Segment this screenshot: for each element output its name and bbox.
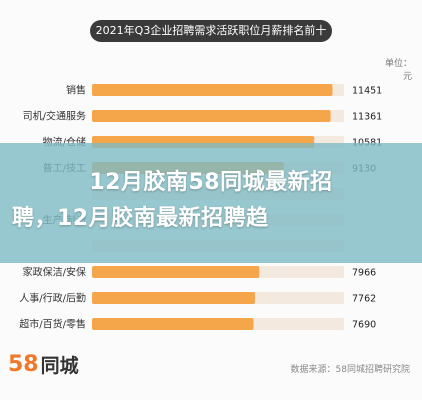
logo-number: 58 (8, 351, 39, 377)
category-label: 销售 (66, 84, 86, 97)
value-label: 7762 (352, 294, 376, 305)
bar (92, 318, 254, 330)
banner-line-2: 聘，12月胶南最新招聘趋 (12, 206, 269, 231)
category-label: 家政保洁/安保 (23, 266, 86, 279)
value-label: 7690 (352, 320, 376, 331)
bar (92, 84, 333, 96)
data-source: 数据来源：58同城招聘研究院 (290, 365, 410, 375)
value-label: 7966 (352, 268, 376, 279)
brand-logo: 58 同城 (8, 350, 79, 378)
unit-label: 单位：元 (384, 59, 412, 82)
banner-line-1: 12月胶南58同城最新招 (89, 170, 333, 195)
chart-title: 2021年Q3企业招聘需求活跃职位月薪排名前十 (90, 20, 332, 42)
category-label: 司机/交通服务 (23, 110, 86, 123)
bar (92, 266, 260, 278)
bar (92, 292, 256, 304)
bar (92, 110, 331, 122)
logo-text: 同城 (40, 354, 79, 377)
value-label: 11451 (352, 86, 382, 97)
category-label: 超市/百货/零售 (19, 318, 86, 331)
overlay-banner: 12月胶南58同城最新招 聘，12月胶南最新招聘趋 (0, 143, 422, 263)
category-label: 人事/行政/后勤 (19, 292, 86, 305)
value-label: 11361 (352, 112, 382, 123)
